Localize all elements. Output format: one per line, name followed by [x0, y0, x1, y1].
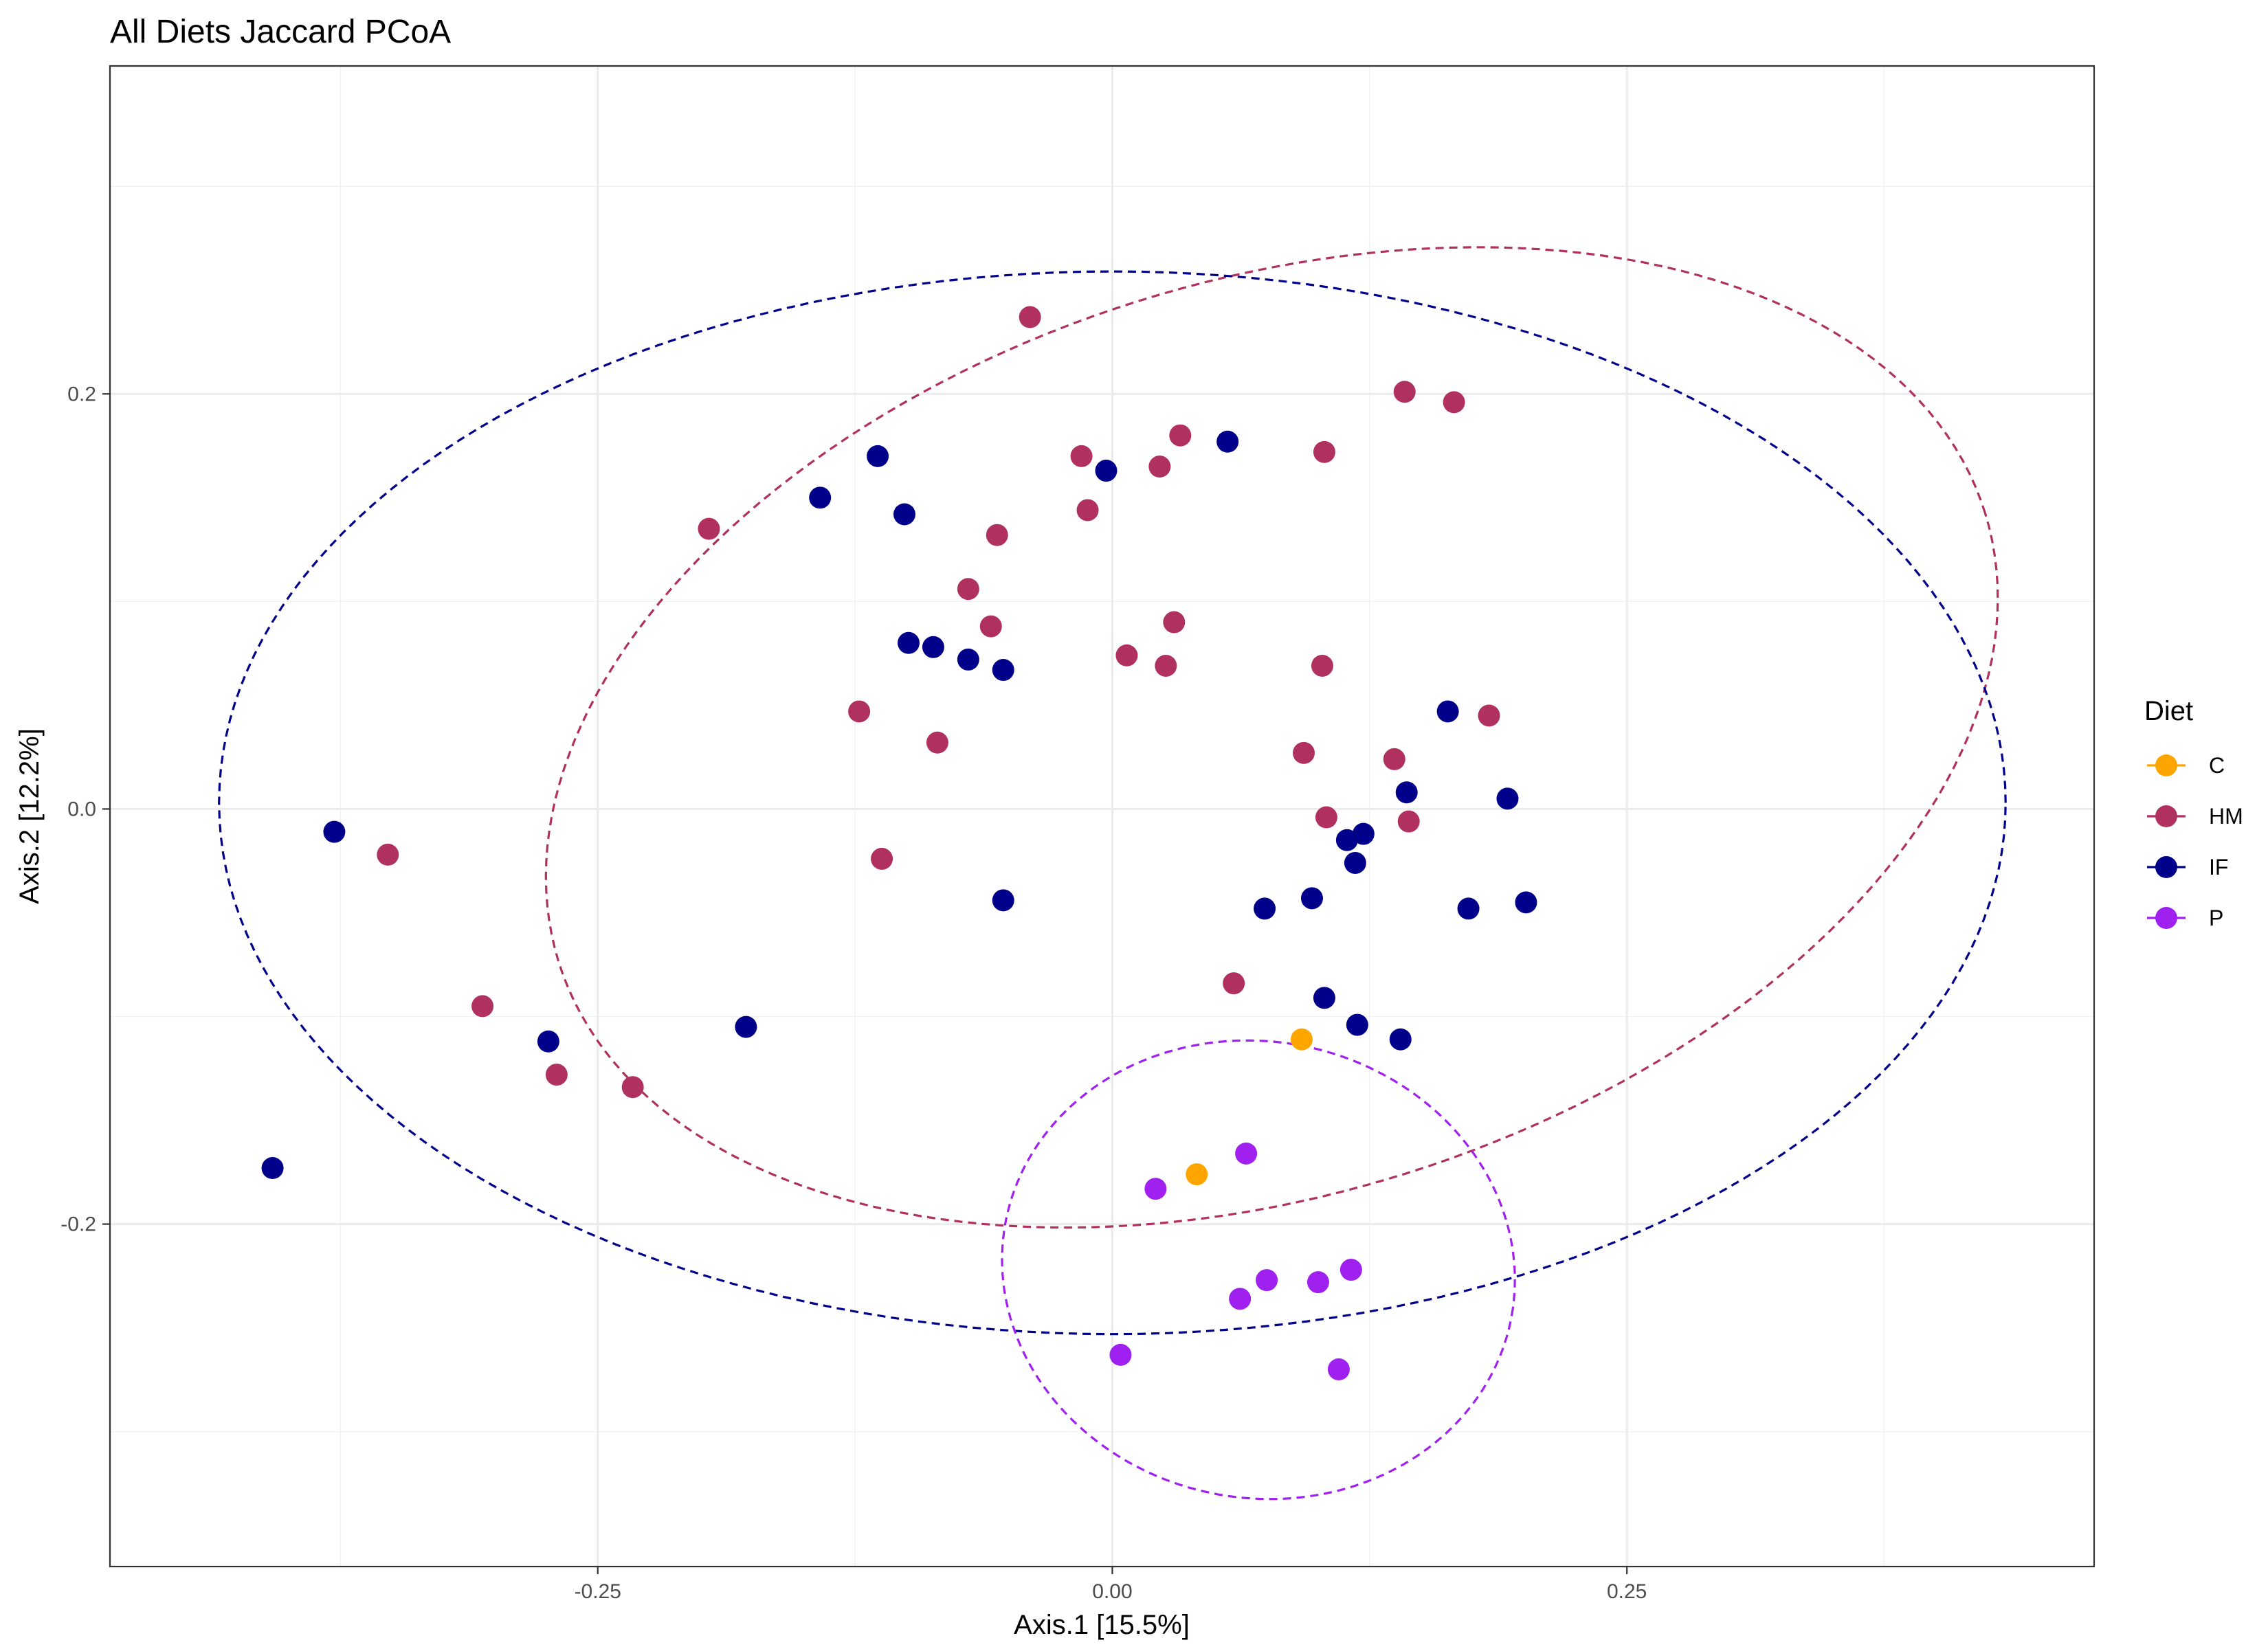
point-HM	[1148, 456, 1171, 478]
point-IF	[1254, 897, 1276, 920]
point-IF	[261, 1157, 284, 1180]
point-HM	[979, 615, 1002, 638]
point-IF	[897, 631, 920, 654]
point-IF	[1515, 891, 1537, 914]
legend-label: P	[2209, 906, 2223, 930]
point-P	[1256, 1269, 1278, 1292]
point-HM	[1169, 424, 1192, 447]
point-HM	[698, 517, 720, 540]
point-P	[1144, 1178, 1167, 1200]
point-IF	[1457, 897, 1480, 920]
point-HM	[1443, 391, 1465, 414]
point-IF	[992, 889, 1014, 912]
point-HM	[1155, 654, 1177, 677]
point-P	[1339, 1259, 1362, 1281]
point-HM	[1076, 499, 1099, 521]
point-HM	[545, 1064, 568, 1086]
point-IF	[1395, 781, 1418, 804]
point-IF	[957, 648, 979, 671]
point-HM	[1223, 972, 1245, 995]
point-P	[1229, 1288, 1252, 1310]
point-P	[1327, 1358, 1350, 1381]
point-HM	[1383, 748, 1405, 770]
legend: Diet C HM IF P	[2144, 696, 2243, 930]
point-IF	[1335, 829, 1358, 851]
point-IF	[1313, 987, 1335, 1009]
point-HM	[1070, 445, 1093, 467]
y-axis-title: Axis.2 [12.2%]	[14, 728, 45, 904]
point-HM	[1115, 644, 1138, 666]
point-HM	[957, 578, 979, 601]
ellipse-HM	[544, 246, 1999, 1229]
legend-item-IF: IF	[2147, 855, 2228, 879]
y-tick-label: -0.2	[60, 1213, 96, 1236]
point-HM	[1315, 806, 1337, 829]
point-IF	[867, 445, 889, 467]
point-HM	[1163, 611, 1186, 633]
point-IF	[992, 659, 1014, 682]
y-tick-label: 0.2	[67, 383, 96, 405]
legend-items: C HM IF P	[2147, 753, 2243, 930]
point-HM	[1393, 381, 1416, 403]
point-HM	[986, 524, 1008, 546]
point-IF	[1389, 1028, 1412, 1051]
point-HM	[871, 847, 893, 870]
legend-key-point	[2155, 805, 2177, 827]
point-IF	[735, 1016, 757, 1038]
point-IF	[809, 486, 832, 509]
legend-item-HM: HM	[2147, 804, 2243, 829]
ellipse-IF	[218, 270, 2007, 1336]
point-IF	[1095, 460, 1118, 482]
point-HM	[1313, 440, 1335, 463]
point-IF	[1216, 430, 1239, 453]
point-HM	[1478, 704, 1500, 727]
point-P	[1307, 1271, 1329, 1294]
legend-key-point	[2155, 754, 2177, 776]
point-C	[1186, 1163, 1208, 1186]
point-IF	[922, 636, 944, 658]
y-tick-label: 0.0	[67, 798, 96, 820]
point-HM	[1311, 654, 1333, 677]
legend-key-point	[2155, 856, 2177, 878]
point-IF	[537, 1030, 559, 1053]
legend-label: HM	[2209, 804, 2243, 829]
confidence-ellipses	[218, 246, 2007, 1501]
legend-label: IF	[2209, 855, 2228, 879]
point-HM	[1292, 741, 1315, 764]
point-HM	[377, 843, 399, 866]
y-axis-ticks: -0.2 0.0 0.2	[60, 383, 110, 1236]
x-axis-ticks: -0.25 0.00 0.25	[575, 1567, 1647, 1603]
point-IF	[893, 503, 915, 526]
x-tick-label: 0.25	[1607, 1580, 1647, 1603]
point-IF	[1346, 1013, 1368, 1036]
point-IF	[323, 820, 346, 843]
gridlines	[110, 66, 2094, 1567]
point-IF	[1436, 700, 1459, 723]
point-P	[1109, 1343, 1132, 1366]
point-HM	[1019, 306, 1041, 328]
ellipse-P	[1001, 1039, 1516, 1501]
point-IF	[1300, 887, 1323, 910]
x-tick-label: 0.00	[1092, 1580, 1132, 1603]
point-HM	[926, 731, 948, 754]
legend-item-C: C	[2147, 753, 2225, 778]
point-P	[1235, 1142, 1258, 1165]
x-axis-title: Axis.1 [15.5%]	[1014, 1610, 1190, 1640]
point-IF	[1496, 787, 1519, 810]
legend-item-P: P	[2147, 906, 2223, 930]
legend-label: C	[2209, 753, 2225, 778]
plot-panel-border	[109, 65, 2095, 1568]
chart-title: All Diets Jaccard PCoA	[110, 14, 451, 50]
data-points	[261, 306, 1537, 1381]
point-C	[1290, 1028, 1313, 1051]
point-HM	[621, 1076, 644, 1099]
point-IF	[1344, 851, 1366, 874]
point-HM	[848, 700, 871, 723]
legend-key-point	[2155, 907, 2177, 929]
point-HM	[471, 995, 494, 1018]
legend-title: Diet	[2144, 696, 2193, 726]
point-HM	[1397, 810, 1420, 833]
x-tick-label: -0.25	[575, 1580, 621, 1603]
